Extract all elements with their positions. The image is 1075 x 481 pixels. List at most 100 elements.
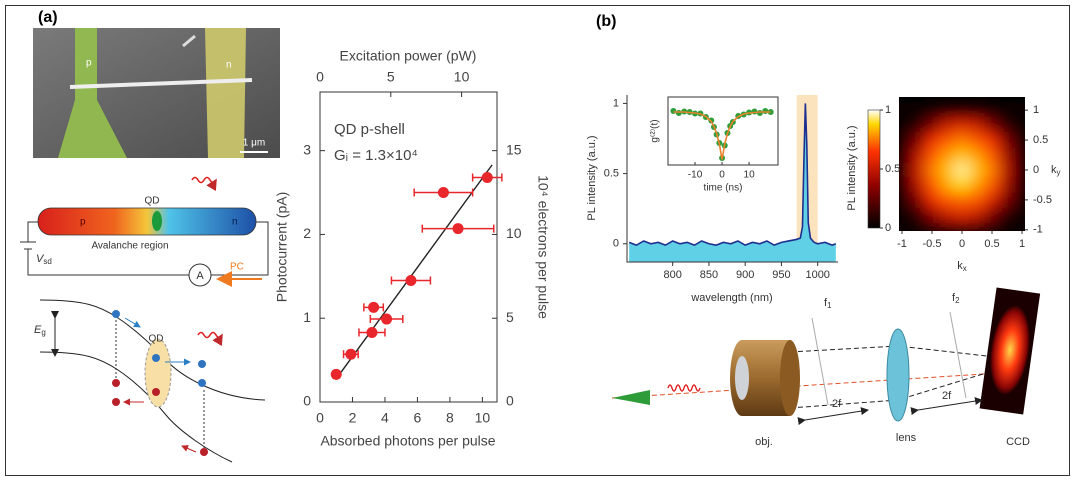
heatmap-cell (924, 177, 940, 193)
heatmap-cell (899, 132, 910, 149)
component-label: obj. (755, 436, 773, 448)
panel-label: (a) (38, 9, 58, 26)
heatmap-cell (969, 177, 985, 193)
x-tick-label: 1 (1019, 238, 1025, 250)
x-tick-label: 0.5 (984, 238, 999, 250)
heatmap-cell (954, 207, 970, 223)
annotation: QD p-shell (334, 121, 405, 138)
x-axis-label: kx (957, 260, 967, 273)
heatmap-cell (909, 132, 925, 149)
colorbar-label: PL intensity (a.u.) (846, 125, 858, 210)
data-point (452, 223, 464, 235)
heatmap-cell (1014, 132, 1025, 149)
heatmap-cell (999, 177, 1015, 193)
heatmap-cell (924, 222, 940, 231)
heatmap-cell (939, 102, 955, 119)
heatmap-cell (909, 162, 925, 178)
heatmap-cell (899, 177, 910, 193)
frame (5, 5, 1070, 476)
region-caption: Avalanche region (91, 241, 168, 252)
heatmap-cell (939, 177, 955, 193)
y-axis-label: PL intensity (a.u.) (586, 135, 598, 220)
colorbar-tick-label: 0 (885, 222, 891, 234)
heatmap-cell (1014, 147, 1025, 164)
x-tick-label: 1000 (805, 269, 829, 281)
device-schematic: A PC p n QD Avalanche region Vsd (20, 176, 269, 287)
y2-tick-label: 10 (506, 225, 522, 241)
heatmap-cell (899, 207, 910, 223)
heatmap-cell (899, 102, 910, 119)
focal-label: f2 (952, 292, 960, 305)
heatmap-cell (909, 207, 925, 223)
x-axis-label: wavelength (nm) (690, 292, 772, 304)
y2-axis-label: 10⁴ electrons per pulse (535, 175, 551, 319)
x-axis-label: Absorbed photons per pulse (320, 433, 495, 449)
heatmap-cell (999, 192, 1015, 208)
annotation: Gᵢ = 1.3×10⁴ (334, 147, 418, 164)
heatmap-cell (909, 117, 925, 134)
heatmap-cell (909, 192, 925, 208)
x-tick-label: -10 (688, 170, 703, 181)
x-tick-label: 6 (414, 410, 422, 426)
distance-label: 2f (832, 398, 842, 410)
y-tick-label: 1 (1033, 104, 1039, 116)
panel-label: (b) (596, 13, 616, 30)
heatmap-cell (909, 102, 925, 119)
heatmap-cell (969, 162, 985, 178)
heatmap-cell (984, 102, 1000, 119)
colorbar (867, 109, 881, 229)
heatmap-cell (924, 192, 940, 208)
plot-frame (319, 91, 498, 403)
heatmap-cell (969, 147, 985, 164)
heatmap-cell (1014, 192, 1025, 208)
y-tick-label: 1 (613, 97, 619, 109)
heatmap-cell (984, 222, 1000, 231)
heatmap-cell (1014, 207, 1025, 223)
heatmap-cell (954, 177, 970, 193)
x-axis-label: time (ns) (704, 183, 743, 194)
heatmap-cell (999, 147, 1015, 164)
heatmap-cell (999, 207, 1015, 223)
sem-label: p (86, 58, 92, 69)
heatmap-cell (924, 117, 940, 134)
data-point (368, 301, 380, 313)
heatmap-cell (924, 147, 940, 164)
fit-line (673, 111, 771, 160)
region-label: p (80, 217, 86, 228)
heatmap-cell (984, 132, 1000, 149)
component-label: lens (896, 432, 917, 444)
component-label: CCD (1006, 436, 1030, 448)
heatmap-cell (909, 177, 925, 193)
x-tick-label: 900 (736, 269, 754, 281)
data-point (762, 108, 769, 114)
x-tick-label: 0 (316, 410, 324, 426)
x2-tick-label: 5 (387, 69, 395, 85)
heatmap-cell (909, 147, 925, 164)
heatmap-cell (1014, 177, 1025, 193)
heatmap-cell (984, 162, 1000, 178)
sem-label: n (226, 60, 232, 71)
heatmap-cell (939, 162, 955, 178)
current-label: PC (230, 262, 244, 273)
heatmap-cell (999, 162, 1015, 178)
heatmap-cell (969, 132, 985, 149)
y-axis-label: ky (1051, 164, 1061, 177)
heatmap-cell (984, 147, 1000, 164)
heatmap-cell (969, 102, 985, 119)
heatmap-cell (969, 192, 985, 208)
heatmap-cell (954, 192, 970, 208)
y-tick-label: 1 (303, 309, 311, 325)
heatmap-cell (924, 132, 940, 149)
heatmap-cell (954, 102, 970, 119)
x2-tick-label: 0 (316, 69, 324, 85)
y-tick-label: 2 (303, 225, 311, 241)
line (628, 103, 837, 247)
heatmap-cell (999, 222, 1015, 231)
heatmap-cell (939, 117, 955, 134)
heatmap-cell (954, 132, 970, 149)
heatmap-cell (969, 117, 985, 134)
y2-tick-label: 0 (506, 393, 514, 409)
scale-bar: 1 μm (243, 138, 265, 149)
